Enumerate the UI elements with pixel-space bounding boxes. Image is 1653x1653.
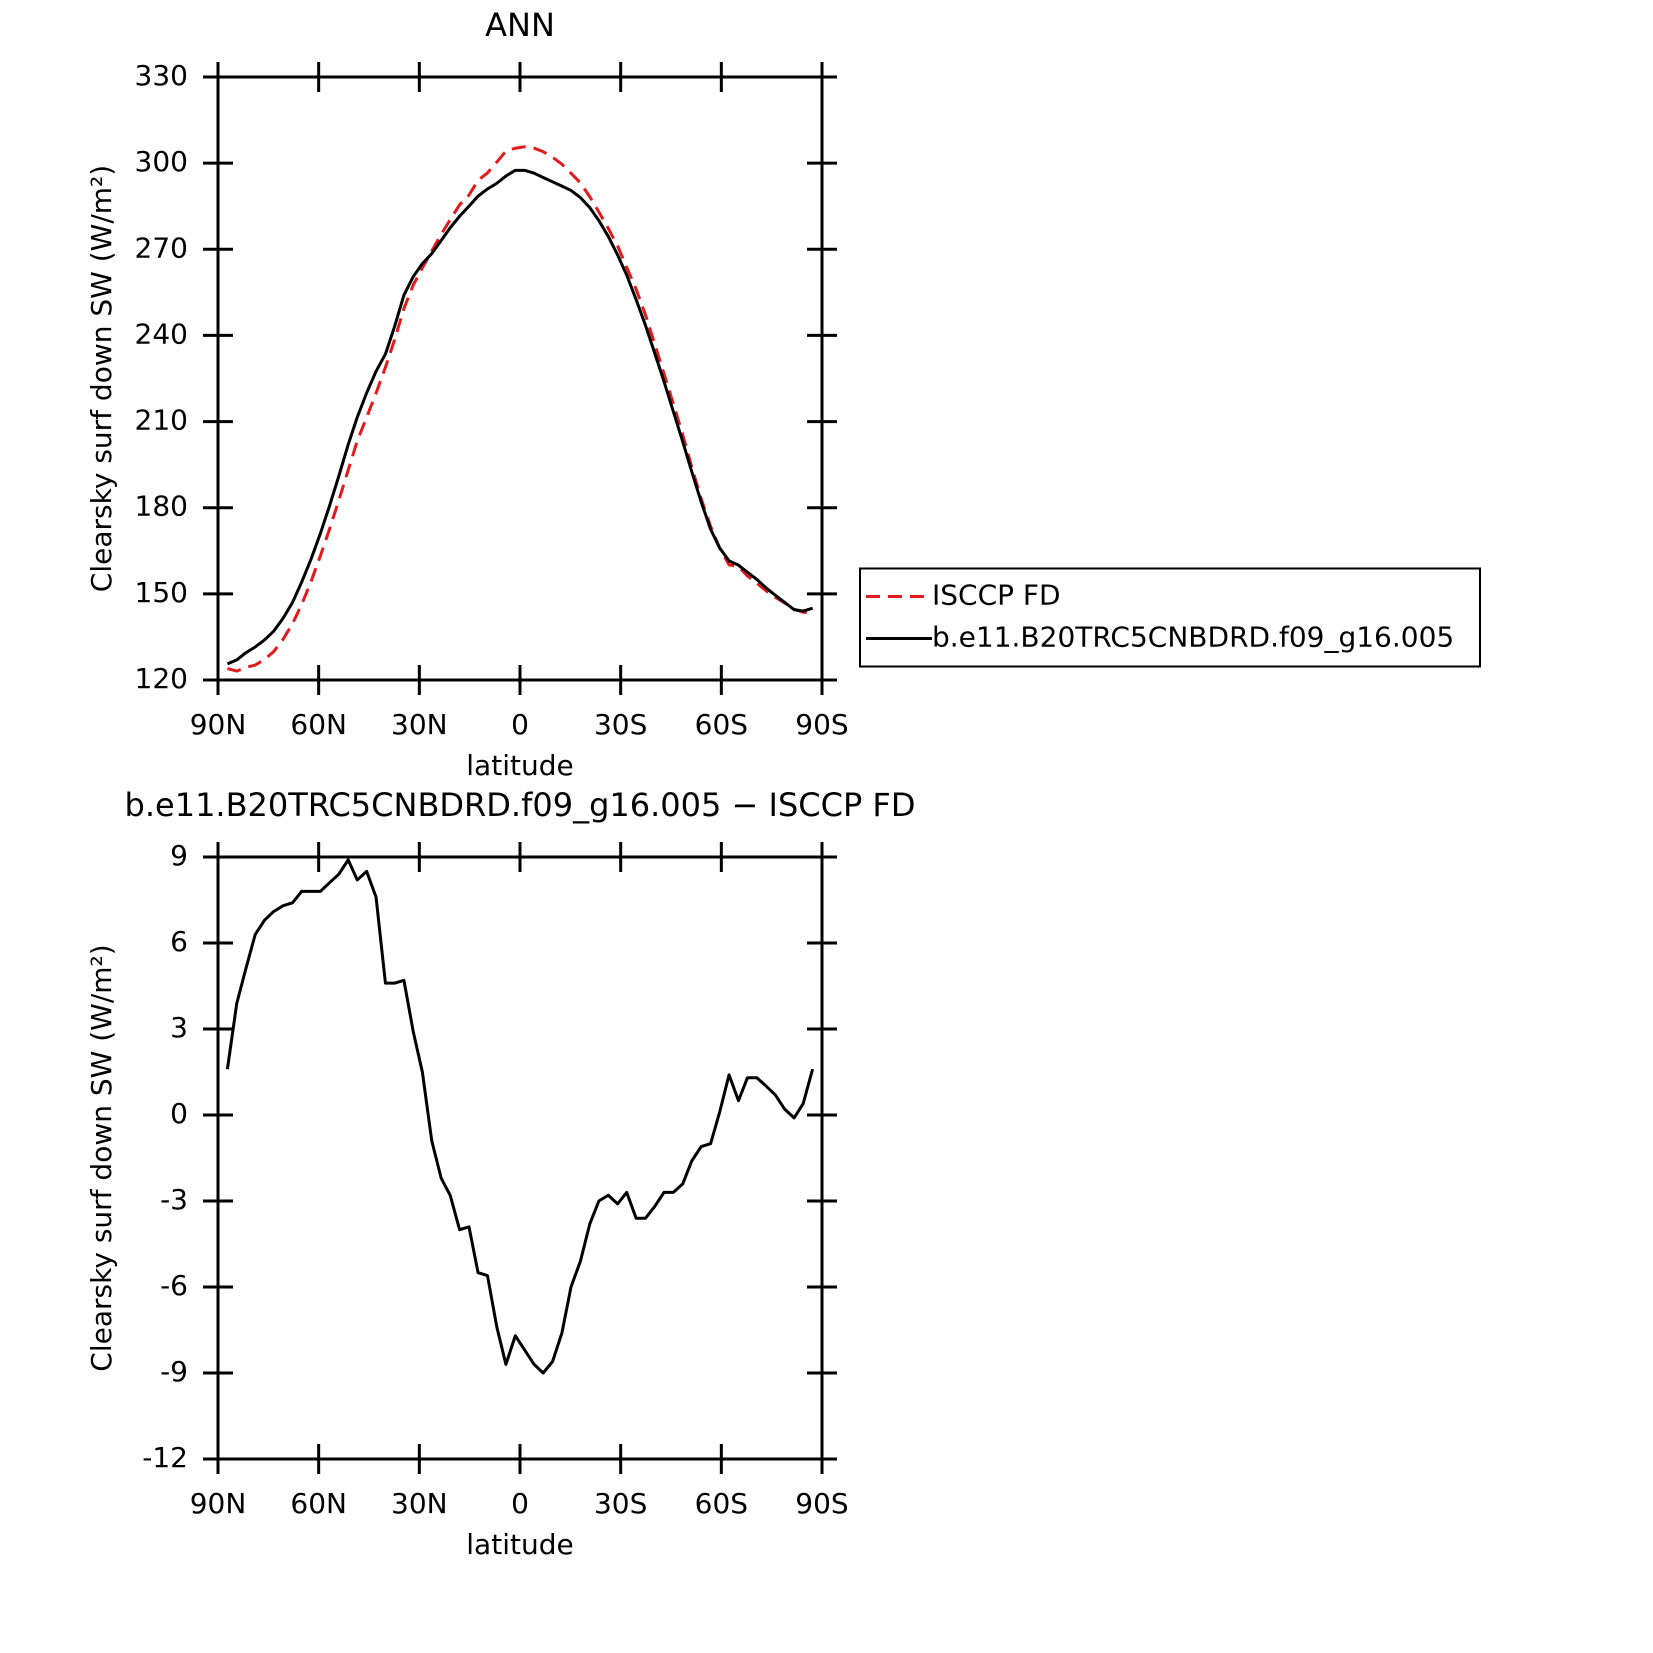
x-tick-label: 0 xyxy=(511,708,529,741)
y-tick-label: 0 xyxy=(170,1097,188,1130)
data-line xyxy=(227,145,813,673)
x-tick-label: 30S xyxy=(594,1487,647,1520)
legend-label: ISCCP FD xyxy=(932,579,1061,612)
x-tick-label: 90N xyxy=(190,708,247,741)
y-axis-label: Clearsky surf down SW (W/m²) xyxy=(85,944,118,1371)
y-tick-label: 180 xyxy=(135,490,188,523)
chart-title: ANN xyxy=(485,6,555,44)
y-tick-label: -3 xyxy=(160,1183,188,1216)
x-axis-label: latitude xyxy=(466,1528,573,1561)
x-tick-label: 60N xyxy=(290,1487,347,1520)
x-tick-label: 60S xyxy=(695,1487,748,1520)
y-tick-label: 150 xyxy=(135,576,188,609)
x-tick-label: 30N xyxy=(391,708,448,741)
x-tick-label: 90N xyxy=(190,1487,247,1520)
legend-box xyxy=(859,567,1481,668)
y-tick-label: -9 xyxy=(160,1355,188,1388)
x-tick-label: 60S xyxy=(695,708,748,741)
x-tick-label: 0 xyxy=(511,1487,529,1520)
y-tick-label: 120 xyxy=(135,662,188,695)
x-tick-label: 90S xyxy=(795,708,848,741)
plot-frame xyxy=(216,855,824,1461)
y-tick-label: -6 xyxy=(160,1269,188,1302)
y-tick-label: -12 xyxy=(142,1441,188,1474)
data-line xyxy=(226,168,814,666)
x-tick-label: 60N xyxy=(290,708,347,741)
y-tick-label: 300 xyxy=(135,145,188,178)
x-axis-label: latitude xyxy=(466,749,573,782)
x-tick-label: 30S xyxy=(594,708,647,741)
y-tick-label: 9 xyxy=(170,839,188,872)
plot-frame xyxy=(216,75,824,682)
data-line xyxy=(225,858,815,1375)
y-tick-label: 210 xyxy=(135,404,188,437)
chart-title: b.e11.B20TRC5CNBDRD.f09_g16.005 − ISCCP … xyxy=(125,786,916,824)
legend-label: b.e11.B20TRC5CNBDRD.f09_g16.005 xyxy=(932,621,1454,654)
y-tick-label: 3 xyxy=(170,1011,188,1044)
y-tick-label: 240 xyxy=(135,317,188,350)
y-tick-label: 6 xyxy=(170,925,188,958)
y-axis-label: Clearsky surf down SW (W/m²) xyxy=(85,165,118,592)
y-tick-label: 270 xyxy=(135,231,188,264)
x-tick-label: 30N xyxy=(391,1487,448,1520)
x-tick-label: 90S xyxy=(795,1487,848,1520)
y-tick-label: 330 xyxy=(135,59,188,92)
